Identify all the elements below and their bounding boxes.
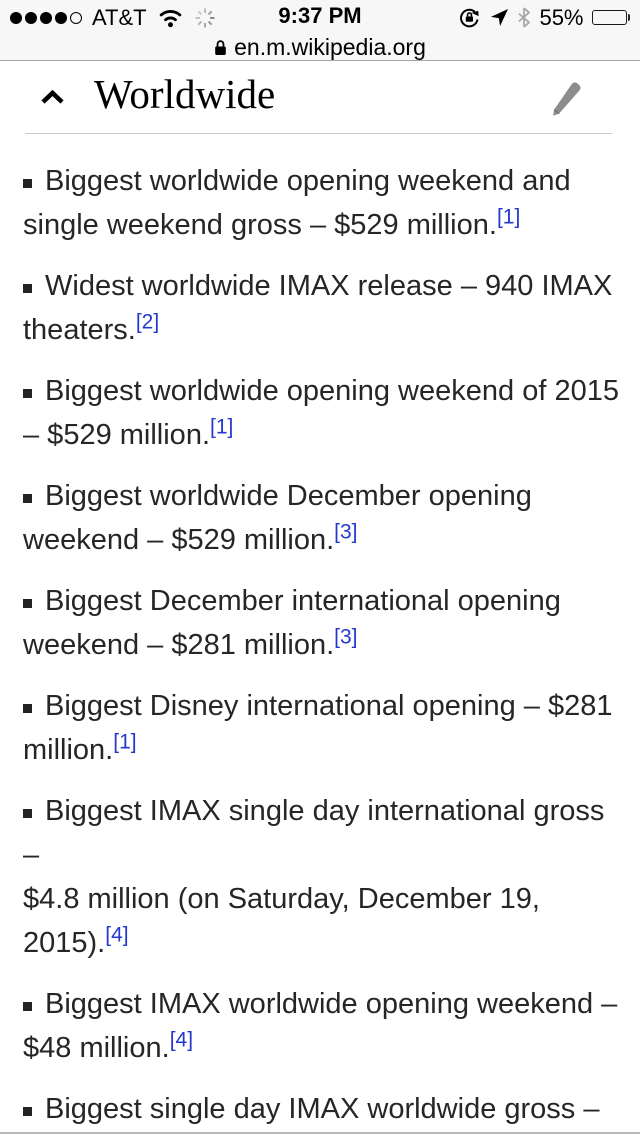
- bullet-icon: [23, 809, 32, 818]
- record-text: Biggest worldwide December opening weeke…: [23, 480, 532, 556]
- status-bar-left: AT&T: [10, 5, 216, 31]
- list-item: Biggest single day IMAX worldwide gross …: [23, 1087, 620, 1138]
- bullet-icon: [23, 389, 32, 398]
- orientation-lock-icon: [457, 6, 482, 30]
- clock-label: 9:37 PM: [278, 2, 362, 28]
- reference-link[interactable]: [4]: [105, 923, 129, 947]
- record-text: Biggest Disney international opening – $…: [23, 690, 613, 766]
- battery-percent-label: 55%: [539, 4, 584, 30]
- list-item: Biggest Disney international opening – $…: [23, 684, 620, 772]
- record-text: Biggest IMAX worldwide opening weekend –…: [23, 988, 618, 1064]
- list-item: Biggest December international opening w…: [23, 579, 620, 667]
- list-item: Biggest worldwide opening weekend and si…: [23, 159, 620, 247]
- bullet-icon: [23, 284, 32, 293]
- chevron-up-icon[interactable]: [40, 89, 65, 105]
- records-list: Biggest worldwide opening weekend and si…: [0, 159, 640, 1138]
- section-header[interactable]: Worldwide: [25, 70, 612, 120]
- padlock-icon: [214, 39, 227, 56]
- location-arrow-icon: [490, 8, 509, 27]
- reference-link[interactable]: [3]: [334, 520, 358, 544]
- status-bar: AT&T: [0, 0, 640, 33]
- list-item: Biggest IMAX single day international gr…: [23, 789, 620, 965]
- reference-link[interactable]: [1]: [496, 205, 521, 229]
- section-divider: [0, 1132, 640, 1134]
- record-text: Biggest worldwide opening weekend of 201…: [23, 375, 619, 451]
- reference-link[interactable]: [1]: [113, 730, 137, 754]
- network-activity-spinner-icon: [194, 7, 216, 29]
- heading-divider: [25, 133, 612, 134]
- record-text: Biggest single day IMAX worldwide gross …: [23, 1093, 611, 1138]
- list-item: Biggest worldwide opening weekend of 201…: [23, 369, 620, 457]
- reference-link[interactable]: [2]: [135, 310, 160, 334]
- signal-strength-icon: [10, 11, 82, 24]
- status-bar-right: 55%: [457, 5, 630, 31]
- bullet-icon: [23, 179, 32, 188]
- record-text: Biggest IMAX single day international gr…: [23, 795, 605, 959]
- bullet-icon: [23, 1107, 32, 1116]
- article-content: Worldwide Biggest worldwide opening week…: [0, 61, 640, 1138]
- pencil-icon[interactable]: [547, 74, 584, 117]
- browser-chrome: AT&T: [0, 0, 640, 61]
- reference-link[interactable]: [1]: [210, 415, 234, 439]
- carrier-label: AT&T: [92, 4, 147, 30]
- bullet-icon: [23, 704, 32, 713]
- bullet-icon: [23, 1002, 32, 1011]
- list-item: Biggest worldwide December opening weeke…: [23, 474, 620, 562]
- url-label: en.m.wikipedia.org: [234, 33, 426, 60]
- url-bar[interactable]: en.m.wikipedia.org: [0, 33, 640, 61]
- list-item: Widest worldwide IMAX release – 940 IMAX…: [23, 264, 620, 352]
- reference-link[interactable]: [4]: [169, 1028, 194, 1052]
- bullet-icon: [23, 599, 32, 608]
- list-item: Biggest IMAX worldwide opening weekend –…: [23, 982, 620, 1070]
- reference-link[interactable]: [3]: [334, 625, 358, 649]
- record-text: Widest worldwide IMAX release – 940 IMAX…: [23, 270, 613, 346]
- bullet-icon: [23, 494, 32, 503]
- record-text: Biggest worldwide opening weekend and si…: [23, 165, 571, 241]
- bluetooth-icon: [517, 7, 531, 28]
- record-text: Biggest December international opening w…: [23, 585, 561, 661]
- battery-icon: [591, 10, 630, 25]
- wifi-icon: [157, 8, 184, 28]
- section-title[interactable]: Worldwide: [94, 71, 276, 118]
